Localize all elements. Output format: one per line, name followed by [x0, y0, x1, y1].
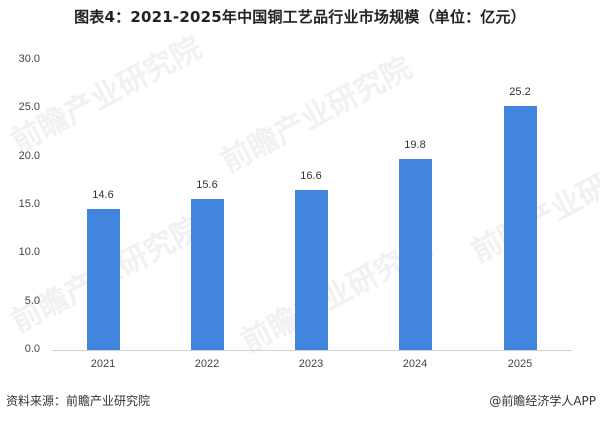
y-tick-label: 10.0 [18, 246, 40, 259]
bar-2021 [87, 208, 120, 350]
bar-2022 [191, 199, 224, 350]
y-tick-label: 0.0 [24, 343, 40, 355]
y-tick-label: 20.0 [18, 149, 40, 162]
x-tick-label: 2023 [298, 358, 324, 370]
source-note: 资料来源：前瞻产业研究院 [6, 394, 151, 408]
x-axis-line [52, 350, 572, 351]
x-tick-label: 2024 [402, 358, 428, 370]
bar-2024 [399, 158, 432, 350]
bar-2025 [504, 106, 537, 350]
credit-note: @前瞻经济学人APP [489, 394, 596, 408]
data-label: 16.6 [300, 169, 322, 182]
chart-title: 图表4：2021-2025年中国铜工艺品行业市场规模（单位：亿元） [74, 8, 526, 26]
y-tick-label: 25.0 [18, 101, 40, 114]
x-tick-label: 2025 [507, 358, 533, 370]
x-tick-label: 2022 [194, 358, 220, 370]
x-tick-label: 2021 [90, 358, 116, 370]
data-label: 15.6 [196, 179, 218, 192]
bar-2023 [295, 189, 328, 350]
data-label: 25.2 [509, 86, 531, 99]
y-tick-label: 30.0 [18, 53, 40, 65]
data-label: 14.6 [92, 188, 114, 201]
y-tick-label: 5.0 [24, 294, 40, 307]
data-label: 19.8 [404, 138, 426, 151]
y-tick-label: 15.0 [18, 198, 40, 210]
